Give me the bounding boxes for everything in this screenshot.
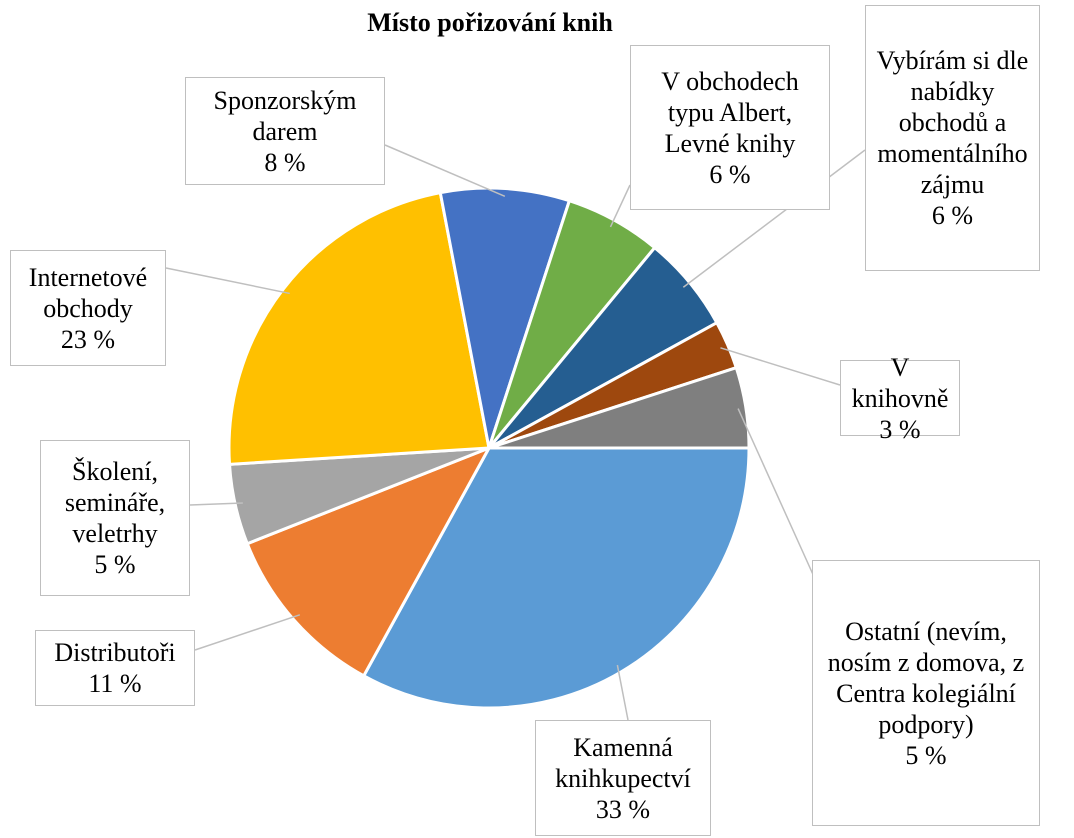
pie-slice (361, 446, 751, 710)
label-name: Ostatní (nevím, nosím z domova, z Centra… (827, 616, 1025, 739)
data-label: Distributoři 11 % (35, 630, 195, 706)
label-value: 5 % (905, 740, 947, 770)
leader-line (384, 144, 506, 197)
label-value: 5 % (94, 550, 136, 579)
label-name: V obchodech typu Albert, Levné knihy (661, 66, 799, 158)
leader-line (737, 408, 821, 591)
leader-line (616, 664, 629, 721)
leader-line (165, 267, 290, 295)
leader-line (194, 614, 301, 651)
label-value: 33 % (595, 794, 651, 824)
leader-line (720, 347, 841, 386)
label-name: Kamenná knihkupectví (555, 732, 691, 793)
label-name: Sponzorským darem (213, 85, 357, 146)
label-name: Vybírám si dle nabídky obchodů a momentá… (876, 46, 1029, 199)
data-label: Sponzorským darem 8 % (185, 77, 385, 185)
label-name: Distributoři (54, 638, 176, 667)
label-name: V knihovně (851, 352, 949, 413)
data-label: V obchodech typu Albert, Levné knihy 6 % (630, 45, 830, 210)
data-label: V knihovně 3 % (840, 353, 960, 444)
pie-slice (245, 445, 493, 678)
pie-slice (227, 190, 491, 466)
label-value: 6 % (709, 159, 751, 189)
leader-line (682, 149, 866, 288)
leader-line (189, 502, 243, 506)
label-name: Školení, semináře, veletrhy (64, 457, 166, 548)
leader-line (609, 184, 631, 228)
label-value: 6 % (931, 201, 974, 230)
label-value: 8 % (264, 147, 306, 177)
data-label: Školení, semináře, veletrhy 5 % (40, 440, 190, 596)
label-value: 23 % (60, 324, 116, 354)
data-label: Kamenná knihkupectví 33 % (535, 720, 711, 836)
pie-slice (438, 186, 572, 449)
label-value: 3 % (879, 414, 921, 444)
pie-slice (488, 365, 751, 450)
chart-title: Místo pořizování knih (367, 8, 613, 37)
label-value: 11 % (88, 669, 142, 698)
data-label: Vybírám si dle nabídky obchodů a momentá… (865, 5, 1040, 271)
data-label: Internetové obchody 23 % (10, 250, 166, 366)
label-name: Internetové obchody (28, 262, 148, 323)
data-label: Ostatní (nevím, nosím z domova, z Centra… (812, 560, 1040, 826)
